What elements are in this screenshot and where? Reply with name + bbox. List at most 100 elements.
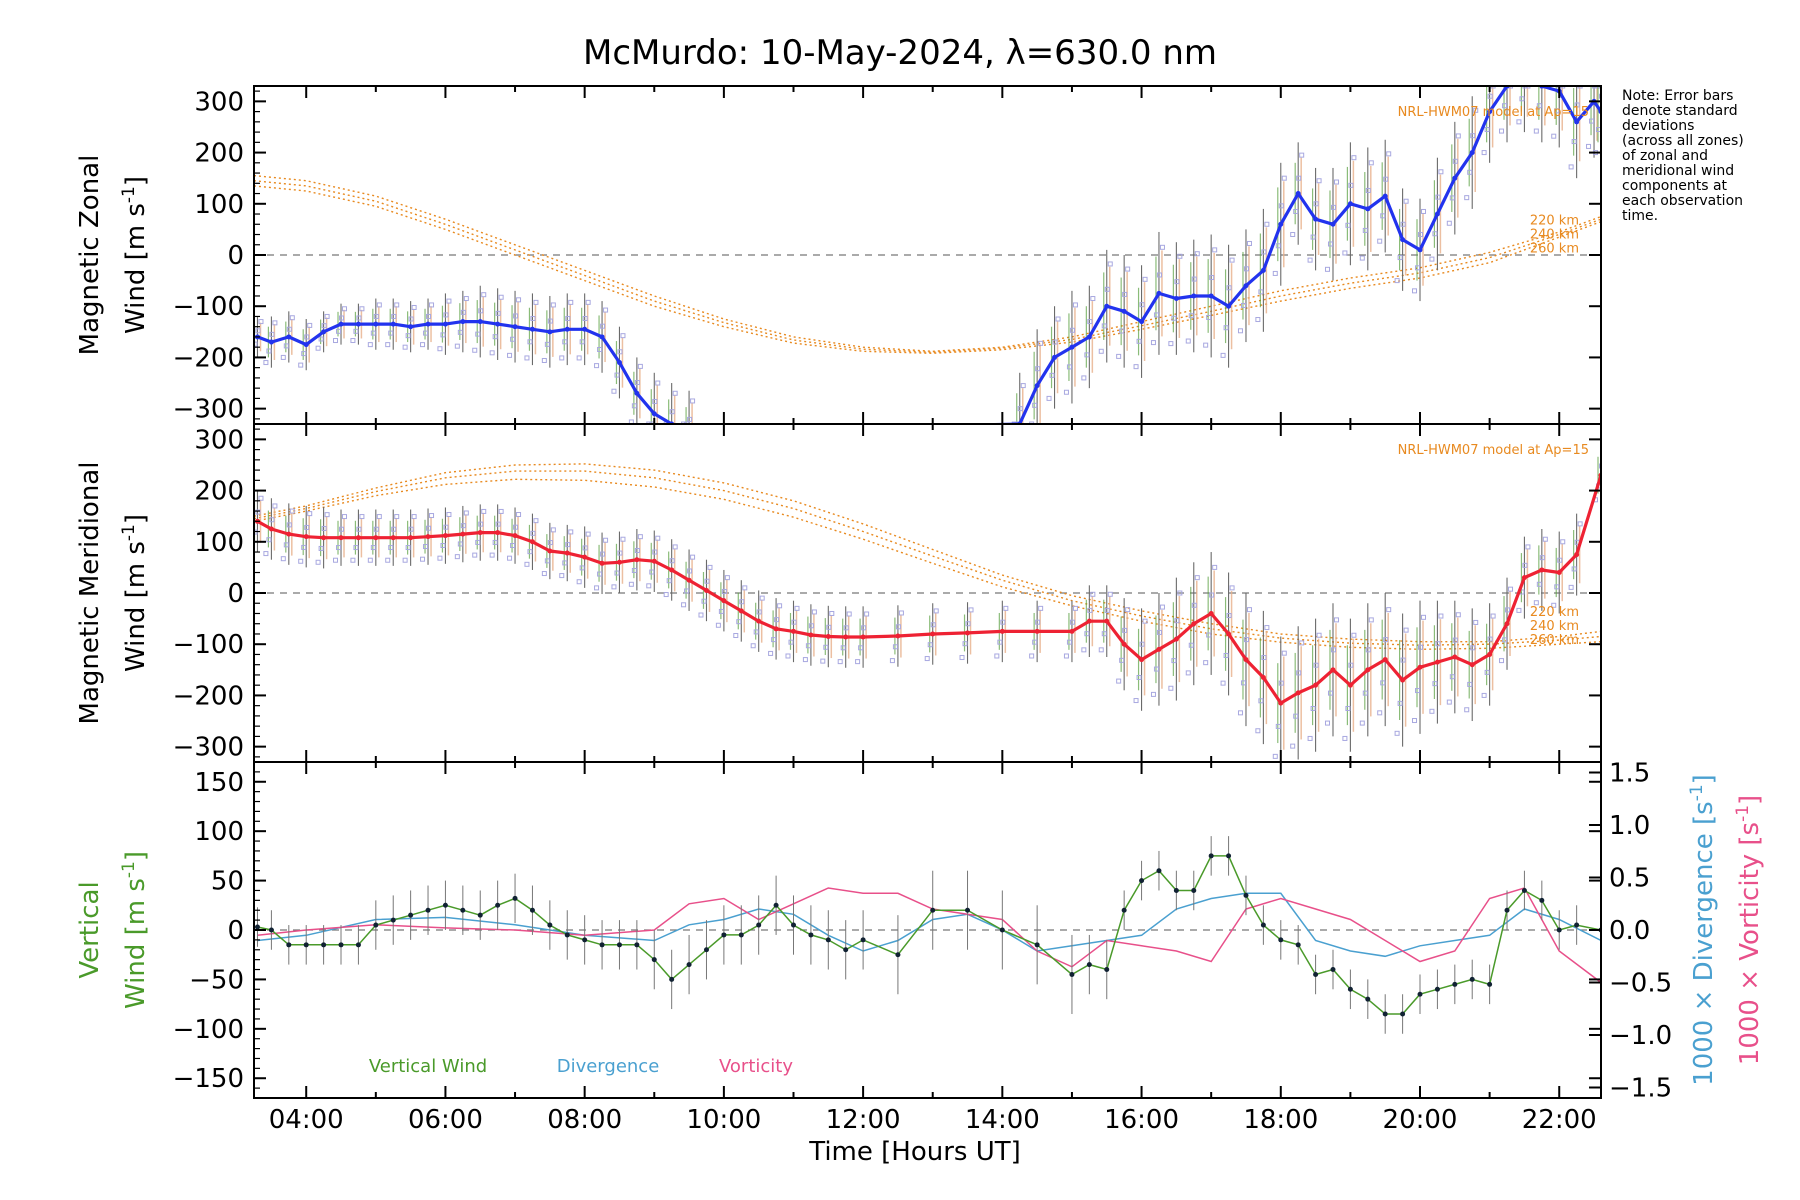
y-axis-label-unit: Wind [m s-1] [119,851,151,1009]
zone-point [805,643,811,649]
zone-point [672,390,678,396]
zone-point [1383,176,1389,182]
zone-point [255,509,261,515]
zone-point [579,565,585,571]
zone-point [472,347,478,353]
zone-point [1383,637,1389,643]
zone-point [510,336,516,342]
zone-point [1589,118,1595,124]
zone-point [1351,632,1357,638]
data-point [1086,334,1092,340]
zone-point [1348,662,1354,668]
zone-point [739,599,745,605]
zone-point [1098,647,1104,653]
zone-point [394,514,400,520]
zone-point [530,530,536,536]
zone-point [597,346,603,352]
data-point [390,917,396,923]
data-point [843,634,849,640]
data-point [1260,267,1266,273]
zone-point [481,508,487,514]
model-curve [254,470,1601,646]
zone-point [324,512,330,518]
zone-point [1421,208,1427,214]
zone-point [811,609,817,615]
zone-point [1446,220,1452,226]
data-point [1382,1011,1388,1017]
zone-point [388,330,394,336]
data-point [1574,552,1580,558]
zone-point [1603,84,1607,88]
data-point [564,326,570,332]
zone-point [1539,555,1545,561]
data-point [268,526,274,532]
zone-point [1380,680,1386,686]
data-point [495,321,501,327]
data-point [408,912,414,918]
zone-point [1293,713,1299,719]
right-y-tick-label: 1.5 [1609,759,1650,789]
zone-point [1223,325,1229,331]
zone-point [718,608,724,614]
zone-point [321,323,327,329]
zone-point [1522,86,1528,89]
zone-point [681,602,687,608]
zone-point [547,540,553,546]
zone-point [426,313,432,319]
zone-point [1049,372,1055,378]
zone-point [1324,266,1330,272]
data-point [999,628,1005,634]
zone-point [1508,586,1514,592]
zone-point [1365,647,1371,653]
zone-point [547,318,553,324]
zone-point [1084,631,1090,637]
zone-point [454,554,460,560]
data-point [1347,986,1353,992]
zone-point [1220,352,1226,358]
zone-point [826,624,832,630]
zone-point [507,352,513,358]
zone-point [1104,607,1110,613]
y-tick-label: −50 [189,965,244,995]
zone-point [1505,607,1511,613]
zone-point [649,421,655,424]
zone-point [367,342,373,348]
zone-point [1586,143,1592,149]
data-point [1452,654,1458,660]
zone-point [1557,557,1563,563]
zone-point [263,551,269,557]
zone-point [359,514,365,520]
zone-point [318,336,324,342]
data-point [495,902,501,908]
zone-point [1345,705,1351,711]
zone-point [1467,169,1473,175]
data-point [1226,631,1232,637]
zone-point [1052,339,1058,345]
data-point [1574,922,1580,928]
zone-point [611,584,617,590]
model-altitude-label: 220 km [1530,213,1579,228]
zone-point [628,581,634,587]
data-point [1469,976,1475,982]
zone-point [684,588,690,594]
zone-point [1188,313,1194,319]
zone-point [339,315,345,321]
zone-point [959,655,965,661]
data-point [930,907,936,913]
data-point [460,531,466,537]
zone-point [562,560,568,566]
zone-point [541,357,547,363]
zone-point [402,344,408,350]
zone-point [1240,302,1246,308]
zone-point [1599,463,1601,469]
zone-point [440,332,446,338]
zone-point [1415,688,1421,694]
zone-point [1449,674,1455,680]
zone-point [1066,639,1072,645]
zone-point [715,622,721,628]
data-point [1069,971,1075,977]
zone-point [1487,93,1493,99]
zone-point [614,372,620,378]
zone-point [1278,680,1284,686]
